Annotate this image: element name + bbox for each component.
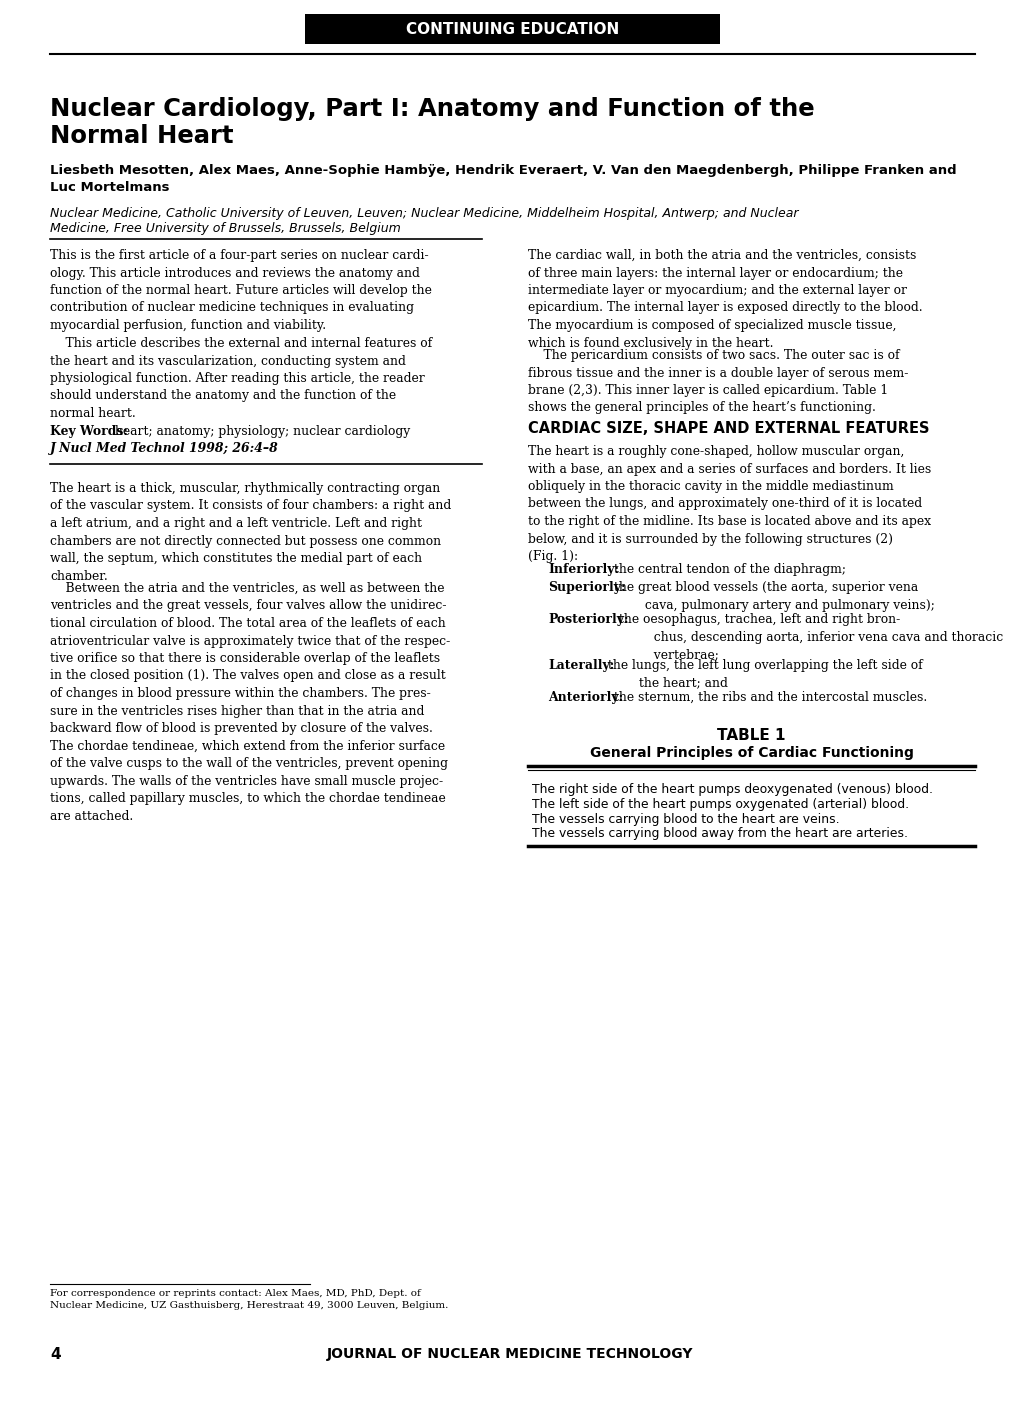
Text: General Principles of Cardiac Functioning: General Principles of Cardiac Functionin…: [589, 746, 913, 760]
Text: the lungs, the left lung overlapping the left side of
         the heart; and: the lungs, the left lung overlapping the…: [603, 659, 922, 690]
Text: The cardiac wall, in both the atria and the ventricles, consists
of three main l: The cardiac wall, in both the atria and …: [528, 250, 922, 349]
Text: Normal Heart: Normal Heart: [50, 123, 233, 149]
Text: The heart is a thick, muscular, rhythmically contracting organ
of the vascular s: The heart is a thick, muscular, rhythmic…: [50, 482, 450, 582]
Text: JOURNAL OF NUCLEAR MEDICINE TECHNOLOGY: JOURNAL OF NUCLEAR MEDICINE TECHNOLOGY: [326, 1347, 693, 1361]
Text: Nuclear Medicine, Catholic University of Leuven, Leuven; Nuclear Medicine, Midde: Nuclear Medicine, Catholic University of…: [50, 207, 798, 220]
Text: For correspondence or reprints contact: Alex Maes, MD, PhD, Dept. of
Nuclear Med: For correspondence or reprints contact: …: [50, 1288, 448, 1309]
Text: the central tendon of the diaphragm;: the central tendon of the diaphragm;: [609, 564, 845, 576]
Text: This is the first article of a four-part series on nuclear cardi-
ology. This ar: This is the first article of a four-part…: [50, 250, 431, 332]
Text: TABLE 1: TABLE 1: [716, 728, 785, 743]
Text: Inferiorly:: Inferiorly:: [547, 564, 619, 576]
Text: The heart is a roughly cone-shaped, hollow muscular organ,
with a base, an apex : The heart is a roughly cone-shaped, holl…: [528, 444, 930, 564]
Text: heart; anatomy; physiology; nuclear cardiology: heart; anatomy; physiology; nuclear card…: [111, 425, 410, 437]
Text: the oesophagus, trachea, left and right bron-
          chus, descending aorta, : the oesophagus, trachea, left and right …: [614, 614, 1003, 662]
Text: Anteriorly:: Anteriorly:: [547, 691, 623, 704]
Text: Nuclear Cardiology, Part I: Anatomy and Function of the: Nuclear Cardiology, Part I: Anatomy and …: [50, 97, 814, 121]
Text: Posteriorly:: Posteriorly:: [547, 614, 628, 627]
Text: Luc Mortelmans: Luc Mortelmans: [50, 181, 169, 193]
Text: Key Words:: Key Words:: [50, 425, 127, 437]
Text: Laterally:: Laterally:: [547, 659, 613, 672]
Text: Medicine, Free University of Brussels, Brussels, Belgium: Medicine, Free University of Brussels, B…: [50, 222, 400, 236]
Text: The vessels carrying blood away from the heart are arteries.: The vessels carrying blood away from the…: [532, 827, 907, 840]
Text: The left side of the heart pumps oxygenated (arterial) blood.: The left side of the heart pumps oxygena…: [532, 798, 908, 810]
Text: CONTINUING EDUCATION: CONTINUING EDUCATION: [406, 21, 619, 36]
Text: The vessels carrying blood to the heart are veins.: The vessels carrying blood to the heart …: [532, 813, 839, 826]
Text: 4: 4: [50, 1347, 60, 1361]
Text: Superiorly:: Superiorly:: [547, 582, 625, 594]
Text: The right side of the heart pumps deoxygenated (venous) blood.: The right side of the heart pumps deoxyg…: [532, 784, 932, 796]
Bar: [305, 14, 719, 43]
Text: Liesbeth Mesotten, Alex Maes, Anne-Sophie Hambÿe, Hendrik Everaert, V. Van den M: Liesbeth Mesotten, Alex Maes, Anne-Sophi…: [50, 164, 956, 177]
Text: Between the atria and the ventricles, as well as between the
ventricles and the : Between the atria and the ventricles, as…: [50, 582, 449, 823]
Text: the great blood vessels (the aorta, superior vena
         cava, pulmonary arter: the great blood vessels (the aorta, supe…: [609, 582, 933, 613]
Text: the sternum, the ribs and the intercostal muscles.: the sternum, the ribs and the intercosta…: [609, 691, 926, 704]
Text: J Nucl Med Technol 1998; 26:4–8: J Nucl Med Technol 1998; 26:4–8: [50, 442, 278, 456]
Text: The pericardium consists of two sacs. The outer sac is of
fibrous tissue and the: The pericardium consists of two sacs. Th…: [528, 349, 908, 415]
Text: This article describes the external and internal features of
the heart and its v: This article describes the external and …: [50, 336, 432, 421]
Text: CARDIAC SIZE, SHAPE AND EXTERNAL FEATURES: CARDIAC SIZE, SHAPE AND EXTERNAL FEATURE…: [528, 421, 928, 436]
